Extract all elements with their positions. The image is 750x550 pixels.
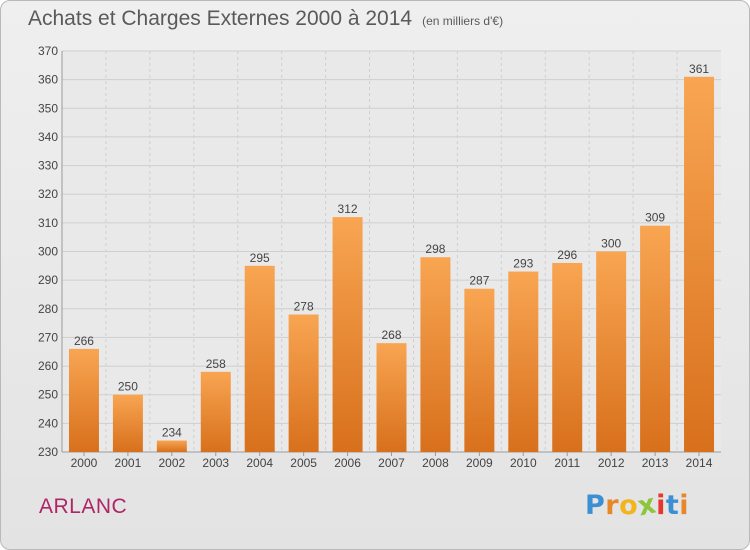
x-tick-label: 2008 (422, 456, 449, 470)
bar-2000 (68, 348, 99, 452)
bar-2007 (376, 343, 407, 452)
logo-letter: t (665, 490, 680, 521)
y-tick-label: 240 (38, 416, 58, 430)
x-tick-label: 2000 (71, 456, 98, 470)
logo-letter: P (585, 490, 606, 521)
y-tick-label: 320 (38, 187, 58, 201)
data-label-2002: 234 (162, 426, 182, 440)
x-tick-label: 2009 (466, 456, 493, 470)
data-label-2007: 268 (381, 328, 401, 342)
y-tick-label: 340 (38, 130, 58, 144)
x-tick-label: 2010 (510, 456, 537, 470)
data-label-2010: 293 (513, 257, 533, 271)
bar-2013 (640, 225, 671, 452)
bar-2012 (596, 251, 627, 452)
logo-letter: r (605, 490, 620, 521)
bar-2009 (464, 288, 495, 452)
data-label-2014: 361 (689, 62, 709, 76)
x-tick-label: 2002 (158, 456, 185, 470)
data-label-2003: 258 (206, 357, 226, 371)
x-tick-label: 2014 (686, 456, 713, 470)
y-tick-label: 300 (38, 245, 58, 259)
x-tick-label: 2007 (378, 456, 405, 470)
y-tick-label: 330 (38, 159, 58, 173)
y-tick-label: 370 (38, 44, 58, 58)
x-tick-label: 2006 (334, 456, 361, 470)
data-label-2001: 250 (118, 380, 138, 394)
data-label-2009: 287 (469, 274, 489, 288)
data-label-2006: 312 (338, 202, 358, 216)
logo-letter: o (619, 490, 639, 521)
y-tick-label: 250 (38, 388, 58, 402)
x-tick-label: 2001 (115, 456, 142, 470)
labels: 266 250 234 258 295 278 312 268 298 287 293 296 300 3… (74, 62, 709, 440)
y-tick-label: 360 (38, 73, 58, 87)
bar-2003 (200, 371, 231, 452)
y-tick-label: 290 (38, 273, 58, 287)
x-tick-label: 2012 (598, 456, 625, 470)
chart-unit: (en milliers d'€) (422, 14, 504, 28)
bar-2010 (508, 271, 539, 452)
bars (68, 76, 715, 453)
bar-2008 (420, 257, 451, 452)
y-tick-label: 310 (38, 216, 58, 230)
x-tick-label: 2005 (290, 456, 317, 470)
data-label-2005: 278 (294, 300, 314, 314)
x-tick-label: 2004 (246, 456, 273, 470)
logo-letter: i (679, 490, 690, 521)
bar-2011 (552, 262, 583, 452)
data-label-2013: 309 (645, 211, 665, 225)
x-tick-label: 2003 (202, 456, 229, 470)
y-tick-label: 230 (38, 445, 58, 459)
data-label-2000: 266 (74, 334, 94, 348)
bar-2014 (684, 76, 715, 453)
bar-2004 (244, 265, 275, 452)
bar-2005 (288, 314, 319, 452)
bar-2002 (156, 440, 187, 452)
bar-2001 (112, 394, 143, 452)
data-label-2012: 300 (601, 237, 621, 251)
chart-title: Achats et Charges Externes 2000 à 2014 (28, 7, 413, 30)
proxiti-logo: Proxiti (585, 488, 690, 522)
logo-letter: i (656, 490, 666, 521)
data-label-2004: 295 (250, 251, 270, 265)
y-tick-label: 280 (38, 302, 58, 316)
y-tick-label: 350 (38, 101, 58, 115)
data-label-2011: 296 (557, 248, 577, 262)
y-tick-label: 260 (38, 359, 58, 373)
y-tick-label: 270 (38, 330, 58, 344)
place-name: ARLANC (39, 495, 128, 518)
x-tick-label: 2013 (642, 456, 669, 470)
data-label-2008: 298 (425, 242, 445, 256)
bar-2006 (332, 217, 363, 452)
title-row: Achats et Charges Externes 2000 à 2014 (e… (28, 7, 503, 31)
x-tick-label: 2011 (554, 456, 580, 470)
axes: 230 240 250 260 270 280 290 300 310 320 330 340 350 3… (38, 44, 721, 470)
